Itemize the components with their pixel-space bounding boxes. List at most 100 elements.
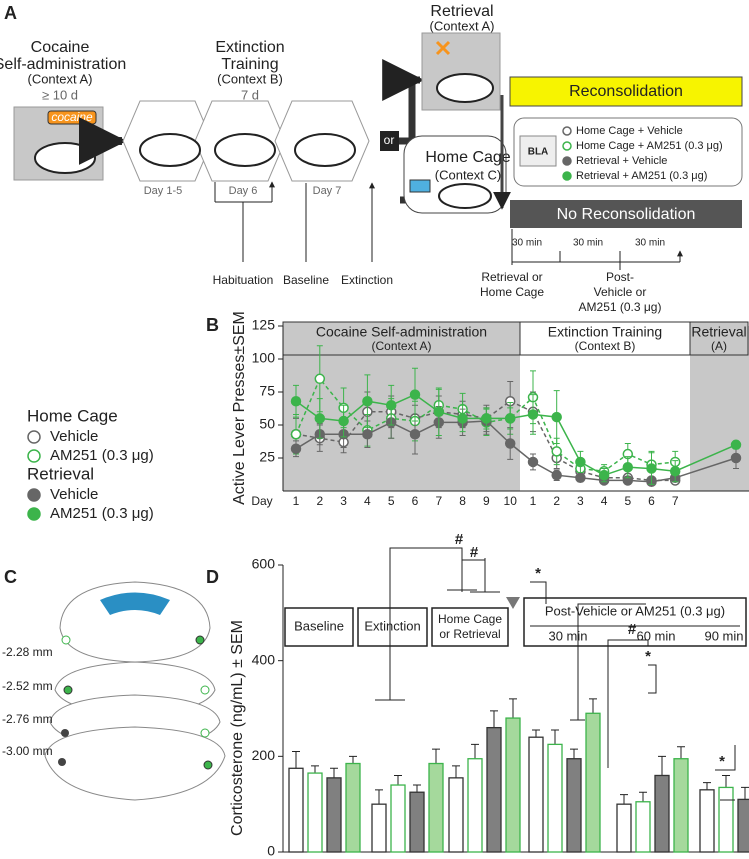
point: [409, 389, 421, 400]
sig-bracket: [607, 639, 657, 768]
rat: [436, 73, 494, 103]
x-tick-label: 6: [648, 494, 655, 508]
error-bar: [490, 710, 498, 728]
placement: [61, 729, 69, 737]
point: [551, 469, 562, 481]
x-tick-label: 5: [388, 494, 395, 508]
label: Self-administration: [0, 56, 126, 73]
phase-header: [282, 321, 521, 356]
point: [551, 411, 562, 423]
bar: [616, 803, 632, 853]
y-axis-label: Corticosterone (ng/mL) ± SEM: [229, 620, 246, 836]
x-tick-label: 7: [672, 494, 679, 508]
bar: [307, 772, 323, 853]
x-tick-label: 4: [601, 494, 608, 508]
y-tick-label: 75: [259, 383, 275, 399]
rat: [34, 142, 96, 174]
legend-marker: [27, 507, 41, 521]
timeline: [511, 229, 681, 270]
label: Home Cage: [480, 285, 544, 299]
phase-sub: (Context A): [371, 339, 431, 353]
phase-header: [519, 321, 691, 356]
point: [527, 456, 539, 468]
legend-label: AM251 (0.3 μg): [50, 505, 154, 522]
placement: [195, 635, 205, 645]
placement: [63, 685, 73, 695]
y-tick-label: 600: [252, 556, 276, 572]
point: [504, 438, 516, 449]
x-tick-label: 1: [293, 494, 300, 508]
interval: 30 min: [635, 238, 665, 249]
legend-label: Retrieval + AM251 (0.3 μg): [576, 170, 707, 182]
error-bar: [639, 791, 647, 802]
panel-c: [44, 581, 226, 801]
bracket: [214, 182, 272, 190]
x-tick-label: 3: [340, 494, 347, 508]
placement: [200, 685, 210, 695]
day-label: Day 6: [229, 185, 258, 197]
label: Retrieval or: [481, 270, 542, 284]
bar: [718, 786, 734, 853]
sig-bracket: [570, 603, 646, 721]
bar: [505, 717, 521, 853]
bar: [528, 736, 544, 853]
point: [385, 399, 397, 411]
label: Cocaine: [31, 39, 90, 56]
group-label: or Retrieval: [439, 627, 500, 641]
panel-label: D: [206, 567, 219, 587]
y-tick-label: 100: [252, 350, 276, 366]
point: [504, 413, 516, 424]
significance: *: [719, 753, 725, 770]
panel-label: A: [4, 3, 17, 23]
point: [575, 456, 586, 468]
legend-label: Retrieval + Vehicle: [576, 155, 667, 167]
point: [551, 446, 562, 457]
session-label: Extinction: [341, 273, 393, 287]
or-box: [380, 131, 399, 151]
x-axis-label: Day: [251, 494, 272, 508]
legend-marker: [562, 156, 572, 166]
point: [730, 452, 742, 464]
label: (Context B): [217, 71, 283, 86]
error-bar: [471, 743, 479, 759]
bar: [428, 762, 444, 853]
phase-sub: (A): [711, 339, 727, 353]
bar: [467, 758, 483, 853]
level-label: -2.76 mm: [2, 712, 53, 726]
point: [314, 373, 326, 385]
bar: [326, 777, 342, 853]
group-header-label: Post-Vehicle or AM251 (0.3 μg): [545, 603, 725, 618]
label: No Reconsolidation: [557, 206, 696, 223]
bar: [635, 801, 651, 853]
label: (Context C): [435, 167, 501, 182]
group-label: Home Cage: [438, 612, 502, 626]
bar: [390, 784, 406, 853]
rat: [438, 183, 492, 209]
group-header: [357, 607, 428, 647]
significance: *: [535, 565, 541, 582]
bar: [448, 777, 464, 853]
label: Reconsolidation: [569, 83, 683, 100]
y-axis-label: Active Lever Presses±SEM: [231, 311, 248, 505]
rat: [294, 133, 356, 167]
placement: [61, 635, 71, 645]
bar: [673, 758, 689, 853]
legend-label: Vehicle: [50, 428, 98, 445]
point: [669, 465, 681, 477]
level-label: -3.00 mm: [2, 744, 53, 758]
panel-label: B: [206, 315, 219, 335]
bar: [288, 767, 304, 853]
bla-label: BLA: [528, 147, 549, 158]
label: Training: [221, 56, 278, 73]
bar: [699, 789, 715, 853]
group-label: 60 min: [636, 628, 675, 643]
phase-title: Extinction Training: [548, 324, 662, 340]
legend-group: Retrieval: [27, 464, 94, 483]
arrow: [305, 183, 372, 200]
sig-bracket: [530, 581, 547, 604]
group-header: [284, 607, 354, 647]
point: [457, 413, 468, 424]
error-bar: [677, 746, 685, 759]
bar: [345, 762, 361, 853]
phase-sub: (Context B): [575, 339, 636, 353]
